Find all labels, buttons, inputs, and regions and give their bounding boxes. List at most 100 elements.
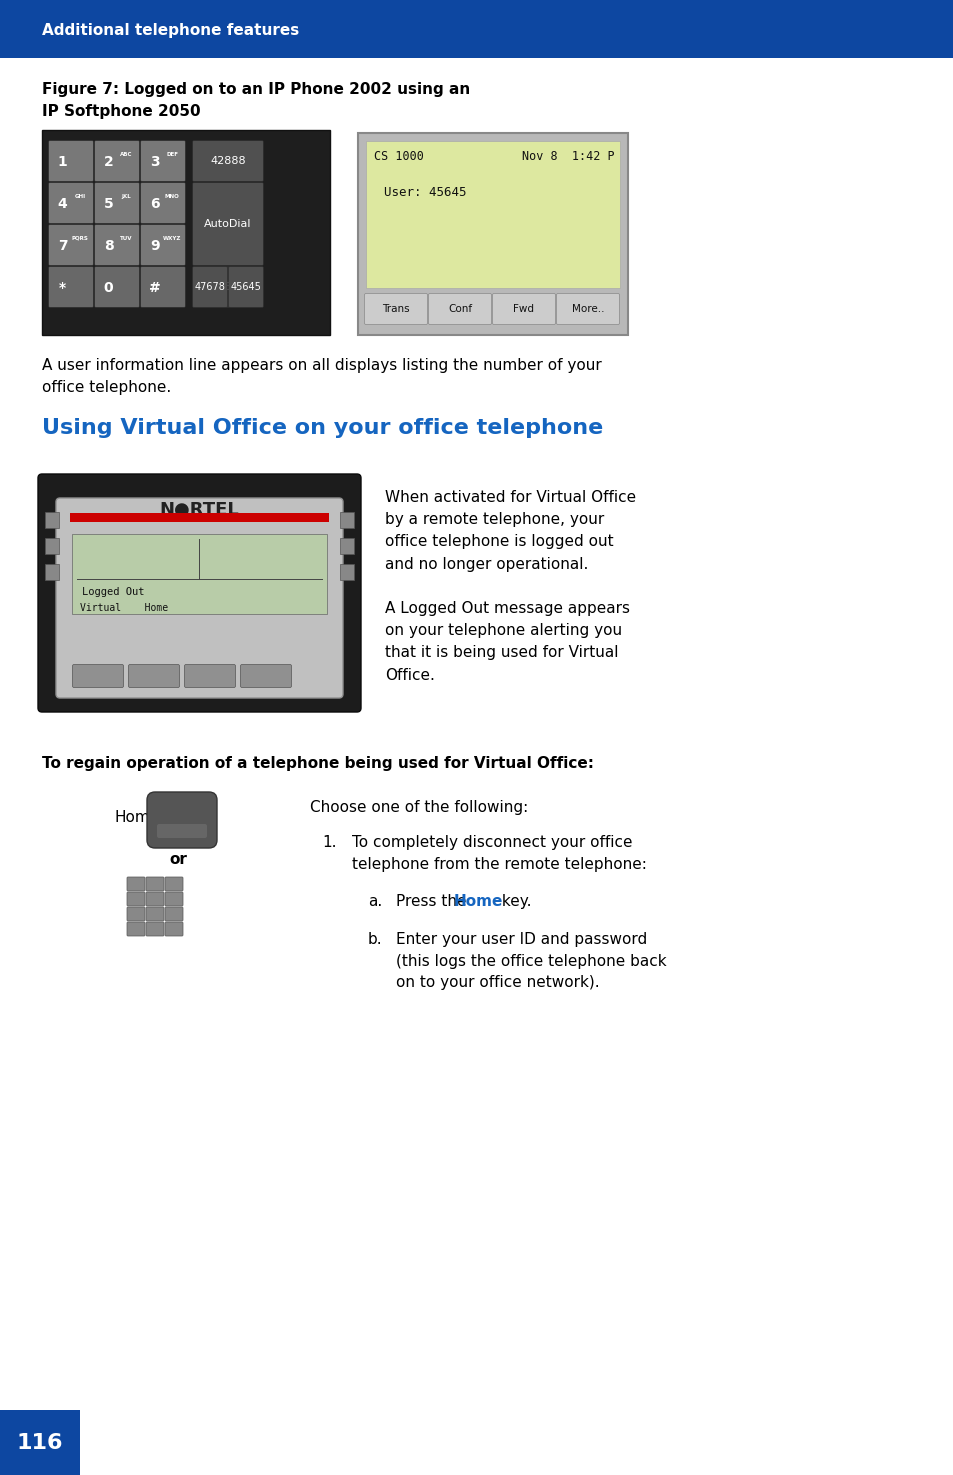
FancyBboxPatch shape [127,878,145,891]
Bar [357,133,627,335]
Text: To completely disconnect your office
telephone from the remote telephone:: To completely disconnect your office tel… [352,835,646,872]
Text: 47678: 47678 [210,282,246,292]
Bar [45,512,59,528]
FancyBboxPatch shape [127,922,145,937]
Text: Press the: Press the [395,894,471,909]
Text: or: or [169,853,187,867]
Text: To regain operation of a telephone being used for Virtual Office:: To regain operation of a telephone being… [42,757,594,771]
Text: Conf: Conf [448,304,472,314]
FancyBboxPatch shape [184,665,235,687]
Text: #: # [149,280,160,295]
Text: Nov 8  1:42 P: Nov 8 1:42 P [522,150,615,164]
Text: b.: b. [368,932,382,947]
Text: office telephone.: office telephone. [42,381,172,395]
Text: IP Softphone 2050: IP Softphone 2050 [42,105,200,119]
FancyBboxPatch shape [165,892,183,906]
Bar [42,130,330,335]
Bar [45,538,59,555]
FancyBboxPatch shape [146,878,164,891]
FancyBboxPatch shape [49,140,93,181]
FancyBboxPatch shape [146,907,164,920]
FancyBboxPatch shape [127,892,145,906]
Bar [71,534,327,614]
Bar [45,563,59,580]
Text: *: * [59,280,66,295]
Text: 3: 3 [150,155,159,168]
FancyBboxPatch shape [193,267,227,307]
Text: AutoDial: AutoDial [204,218,252,229]
Text: ABC: ABC [120,152,132,156]
Text: A user information line appears on all displays listing the number of your: A user information line appears on all d… [42,358,601,373]
Text: 116: 116 [17,1434,63,1453]
Bar [366,142,619,288]
Text: GHI: GHI [74,193,86,199]
FancyBboxPatch shape [94,140,139,181]
Text: 4: 4 [58,196,68,211]
FancyBboxPatch shape [56,499,343,698]
FancyBboxPatch shape [165,907,183,920]
Text: Enter your user ID and password
(this logs the office telephone back
on to your : Enter your user ID and password (this lo… [395,932,666,990]
Text: Home: Home [115,810,160,826]
FancyBboxPatch shape [94,224,139,266]
Text: 47678: 47678 [194,282,225,292]
Text: TUV: TUV [120,236,132,240]
Bar [0,1410,80,1475]
FancyBboxPatch shape [165,922,183,937]
Text: 8: 8 [104,239,113,252]
Bar [70,513,329,522]
Text: Virtual    Home: Virtual Home [80,603,168,614]
Text: 6: 6 [150,196,159,211]
Bar [339,538,354,555]
FancyBboxPatch shape [193,183,263,266]
Text: 7: 7 [58,239,68,252]
Text: N●RTEL: N●RTEL [159,502,238,519]
FancyBboxPatch shape [556,294,618,324]
Text: a.: a. [368,894,382,909]
FancyBboxPatch shape [49,267,93,307]
Text: key.: key. [497,894,531,909]
FancyBboxPatch shape [157,825,207,838]
FancyBboxPatch shape [140,183,185,224]
Text: DEF: DEF [166,152,178,156]
Text: More..: More.. [571,304,603,314]
FancyBboxPatch shape [229,267,263,307]
FancyBboxPatch shape [140,140,185,181]
Text: Choose one of the following:: Choose one of the following: [310,799,528,816]
FancyBboxPatch shape [193,267,263,307]
FancyBboxPatch shape [38,473,360,712]
FancyBboxPatch shape [49,224,93,266]
Text: 1: 1 [58,155,68,168]
FancyBboxPatch shape [193,140,263,181]
Text: JKL: JKL [121,193,131,199]
FancyBboxPatch shape [140,224,185,266]
FancyBboxPatch shape [140,267,185,307]
FancyBboxPatch shape [147,792,216,848]
Text: Using Virtual Office on your office telephone: Using Virtual Office on your office tele… [42,417,602,438]
Text: 0: 0 [104,280,113,295]
FancyBboxPatch shape [49,183,93,224]
Text: Additional telephone features: Additional telephone features [42,24,299,38]
FancyBboxPatch shape [240,665,292,687]
FancyBboxPatch shape [364,294,427,324]
FancyBboxPatch shape [72,665,123,687]
FancyBboxPatch shape [127,907,145,920]
FancyBboxPatch shape [492,294,555,324]
Text: 9: 9 [150,239,159,252]
Text: 5: 5 [104,196,113,211]
FancyBboxPatch shape [165,878,183,891]
Text: MNO: MNO [165,193,179,199]
FancyBboxPatch shape [146,922,164,937]
Bar [0,0,953,58]
FancyBboxPatch shape [129,665,179,687]
Text: 45645: 45645 [231,282,261,292]
Text: Trans: Trans [382,304,410,314]
Text: 2: 2 [104,155,113,168]
Text: Fwd: Fwd [513,304,534,314]
Text: CS 1000: CS 1000 [374,150,423,164]
Text: Logged Out: Logged Out [82,587,144,597]
FancyBboxPatch shape [94,183,139,224]
Text: PQRS: PQRS [71,236,89,240]
Text: 1.: 1. [322,835,336,850]
Text: When activated for Virtual Office
by a remote telephone, your
office telephone i: When activated for Virtual Office by a r… [385,490,636,683]
Text: 42888: 42888 [210,156,246,167]
